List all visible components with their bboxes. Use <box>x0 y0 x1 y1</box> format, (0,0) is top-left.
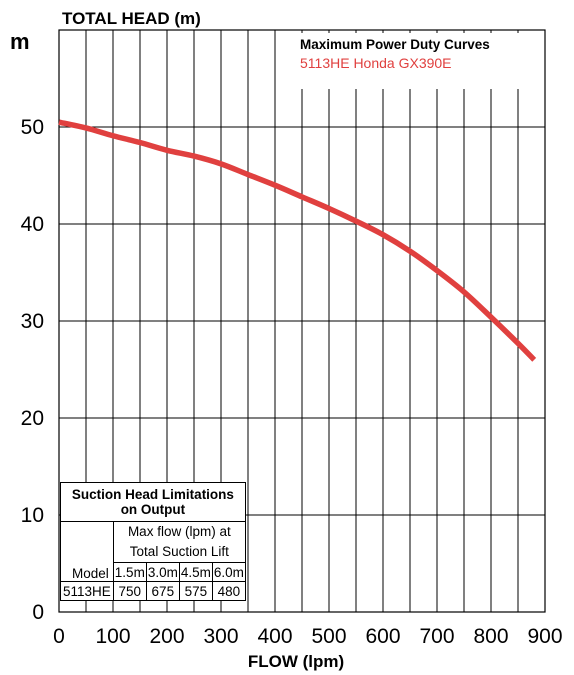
x-tick-label: 700 <box>419 625 454 648</box>
lift-header-3: 4.5m <box>178 562 213 582</box>
series-layer <box>58 119 537 362</box>
lift-header-2: 3.0m <box>145 562 180 582</box>
y-tick-label: 0 <box>32 601 44 624</box>
plot-frame <box>58 29 546 613</box>
series-line-5113he <box>58 119 537 362</box>
max-flow-header-line2: Total Suction Lift <box>129 544 229 559</box>
value-cell-4: 480 <box>211 581 246 601</box>
legend-title: Maximum Power Duty Curves <box>300 37 490 52</box>
x-tick-label: 100 <box>95 625 130 648</box>
table-blank-cell <box>60 521 114 563</box>
x-tick-label: 500 <box>311 625 346 648</box>
table-row: 5113HE 750 675 575 480 <box>60 581 246 601</box>
legend: Maximum Power Duty Curves 5113HE Honda G… <box>290 33 542 89</box>
x-tick-label: 400 <box>257 625 292 648</box>
lift-header-4: 6.0m <box>211 562 246 582</box>
x-axis-title: FLOW (lpm) <box>248 652 344 671</box>
x-tick-label: 900 <box>527 625 562 648</box>
x-tick-label: 200 <box>149 625 184 648</box>
suction-table-title-line1: Suction Head Limitations <box>71 487 234 502</box>
legend-entry-series: 5113HE Honda GX390E <box>300 55 452 71</box>
y-tick-label: 50 <box>21 116 44 139</box>
y-axis-unit: m <box>10 29 30 54</box>
model-header: Model <box>60 562 114 582</box>
model-cell: 5113HE <box>60 581 114 601</box>
lift-header-1: 1.5m <box>112 562 147 582</box>
value-cell-3: 575 <box>178 581 213 601</box>
x-tick-label: 800 <box>473 625 508 648</box>
y-tick-label: 20 <box>21 407 44 430</box>
max-flow-header: Max flow (lpm) at Total Suction Lift <box>112 521 246 563</box>
x-tick-label: 300 <box>203 625 238 648</box>
y-tick-labels: 0 10 20 30 40 50 <box>21 116 44 624</box>
suction-table-title-line2: on Output <box>120 502 186 517</box>
value-cell-2: 675 <box>145 581 180 601</box>
value-cell-1: 750 <box>112 581 147 601</box>
y-tick-label: 30 <box>21 310 44 333</box>
max-flow-header-line1: Max flow (lpm) at <box>127 524 231 539</box>
suction-head-table: Suction Head Limitations on Output Max f… <box>60 482 246 601</box>
y-tick-label: 10 <box>21 504 44 527</box>
x-tick-labels: 0 100 200 300 400 500 600 700 800 900 <box>53 625 562 648</box>
grid-lines <box>59 30 545 612</box>
y-tick-label: 40 <box>21 213 44 236</box>
x-tick-label: 600 <box>365 625 400 648</box>
y-axis-title: TOTAL HEAD (m) <box>62 9 201 28</box>
suction-table-title: Suction Head Limitations on Output <box>60 482 246 522</box>
x-tick-label: 0 <box>53 625 65 648</box>
